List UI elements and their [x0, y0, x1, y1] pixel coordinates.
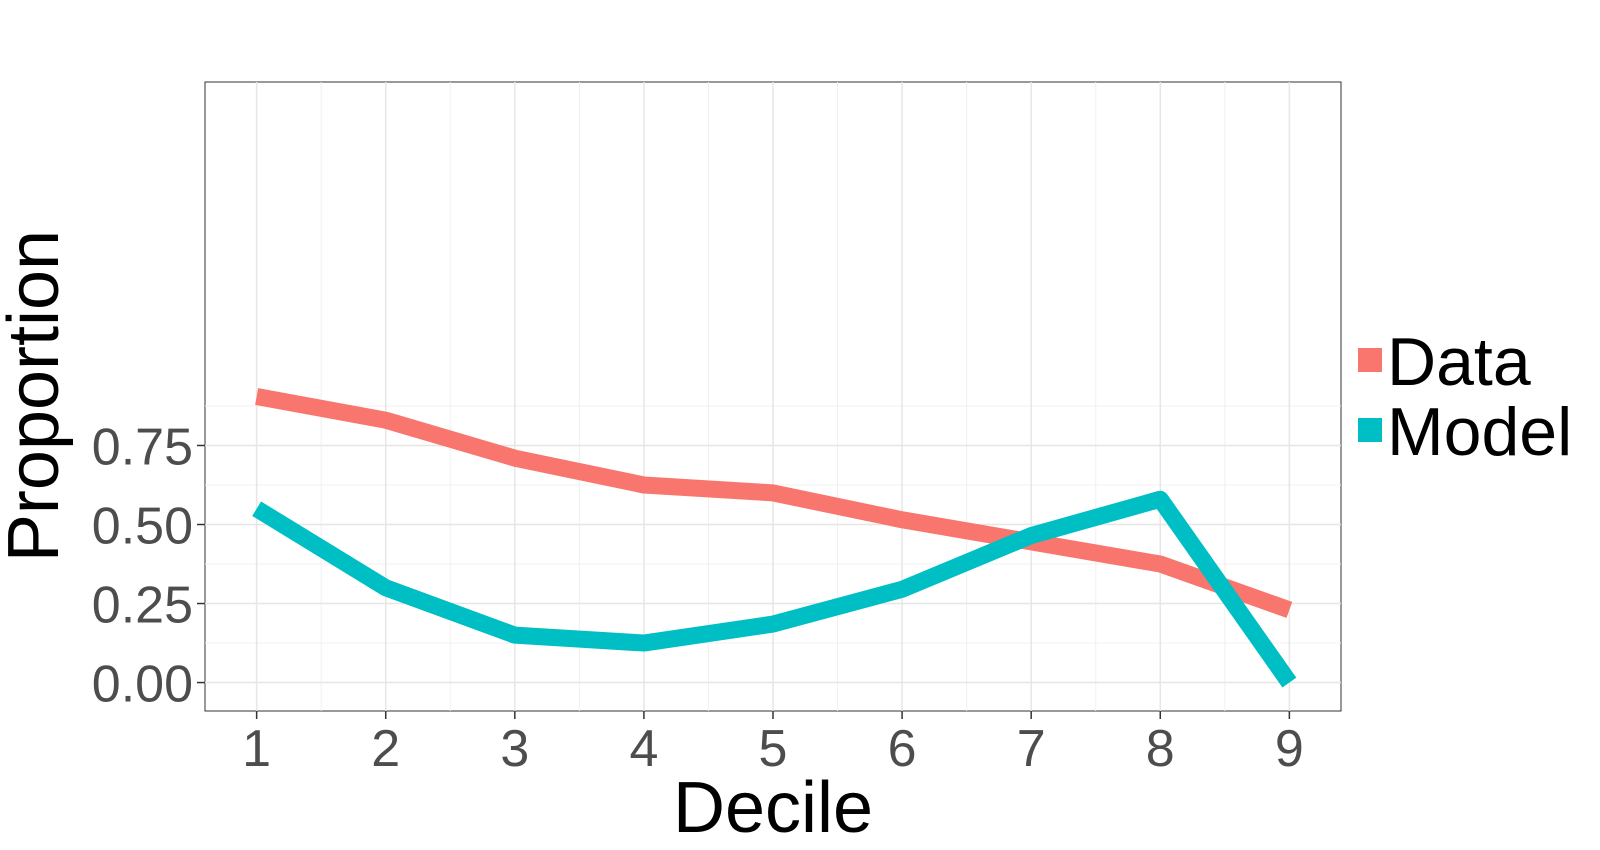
y-tick-label: 0.00: [92, 656, 193, 714]
legend-label-model: Model: [1387, 394, 1572, 470]
y-axis: 0.00 0.25 0.50 0.75: [92, 418, 205, 714]
y-tick-label: 0.25: [92, 577, 193, 635]
x-tick-label: 2: [371, 720, 400, 778]
x-tick-label: 7: [1017, 720, 1046, 778]
series-line-data: [255, 388, 1293, 618]
grid-lines: [205, 82, 1341, 711]
legend-key-data: [1358, 348, 1382, 372]
series-line-model: [252, 490, 1297, 688]
x-tick-label: 3: [500, 720, 529, 778]
x-axis: 1 2 3 4 5 6 7 8 9: [242, 711, 1304, 778]
y-tick-label: 0.75: [92, 418, 193, 476]
y-tick-label: 0.50: [92, 498, 193, 556]
x-tick-label: 8: [1146, 720, 1175, 778]
x-tick-label: 6: [888, 720, 917, 778]
legend-key-model: [1358, 418, 1382, 442]
x-tick-label: 1: [242, 720, 271, 778]
y-axis-title: Proportion: [0, 230, 74, 562]
x-tick-label: 9: [1275, 720, 1304, 778]
x-tick-label: 5: [759, 720, 788, 778]
x-axis-title: Decile: [673, 768, 873, 848]
series-lines: [252, 388, 1297, 688]
x-tick-label: 4: [629, 720, 658, 778]
legend-label-data: Data: [1387, 324, 1531, 400]
